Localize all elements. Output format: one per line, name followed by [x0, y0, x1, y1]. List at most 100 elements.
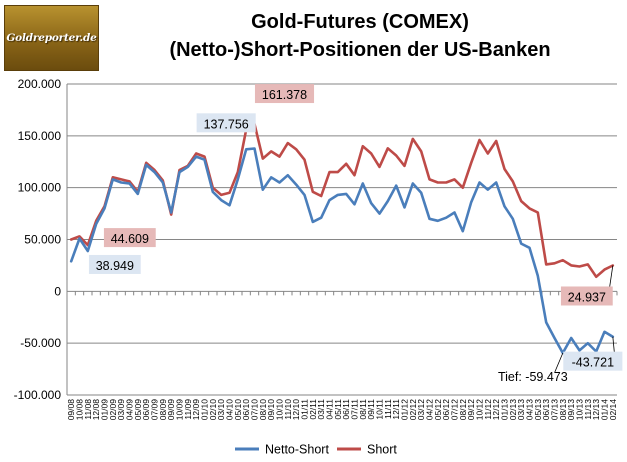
- data-label: 161.378: [254, 84, 315, 104]
- x-tick-label: 08/13: [558, 399, 568, 421]
- x-tick-label: 05/13: [533, 399, 543, 421]
- legend-item-netto-short: Netto-Short: [235, 443, 329, 457]
- data-label-box: [103, 228, 156, 248]
- data-label-box: [196, 113, 256, 133]
- legend-label: Netto-Short: [265, 443, 329, 457]
- x-tick-label: 07/10: [250, 399, 260, 421]
- x-tick-label: 11/12: [483, 399, 493, 420]
- data-label-text: -43.721: [572, 356, 614, 370]
- x-tick-label: 02/12: [408, 399, 418, 421]
- x-tick-label: 07/09: [150, 399, 160, 421]
- x-tick-label: 02/13: [508, 399, 518, 421]
- y-tick-label: 200.000: [18, 77, 62, 91]
- x-tick-label: 04/09: [125, 399, 135, 421]
- x-tick-label: 11/08: [83, 399, 93, 420]
- legend-label: Short: [367, 443, 397, 457]
- series-line-netto-short: [69, 147, 615, 355]
- x-tick-label: 08/12: [458, 399, 468, 421]
- x-tick-label: 04/10: [225, 399, 235, 421]
- x-tick-label: 10/08: [75, 399, 85, 421]
- x-tick-label: 12/11: [391, 399, 401, 420]
- x-tick-label: 07/12: [450, 399, 460, 421]
- data-label-text: Tief: -59.473: [498, 370, 568, 384]
- x-tick-label: 05/09: [133, 399, 143, 421]
- x-tick-label: 04/13: [525, 399, 535, 421]
- x-tick-label: 09/11: [366, 399, 376, 420]
- x-tick-label: 07/11: [350, 399, 360, 420]
- x-tick-label: 06/12: [441, 399, 451, 421]
- x-tick-label: 06/10: [241, 399, 251, 421]
- chart-title: Gold-Futures (COMEX) (Netto-)Short-Posit…: [110, 8, 610, 64]
- data-label-text: 137.756: [204, 117, 249, 131]
- y-tick-label: 100.000: [18, 181, 62, 195]
- x-tick-label: 09/12: [466, 399, 476, 421]
- x-tick-label: 12/12: [491, 399, 501, 421]
- data-label: 24.937: [560, 265, 614, 306]
- logo-text: Goldreporter.de: [6, 32, 97, 44]
- x-tick-label: 09/08: [66, 399, 76, 421]
- y-tick-label: 150.000: [18, 129, 62, 143]
- x-tick-label: 01/13: [500, 399, 510, 421]
- data-label: Tief: -59.473: [498, 352, 568, 384]
- x-tick-label: 09/13: [566, 399, 576, 421]
- legend-item-short: Short: [337, 443, 397, 457]
- x-tick-label: 03/09: [116, 399, 126, 421]
- x-tick-label: 10/09: [175, 399, 185, 421]
- x-tick-label: 12/13: [591, 399, 601, 421]
- x-tick-label: 06/09: [141, 399, 151, 421]
- y-tick-label: -50.000: [20, 336, 61, 350]
- data-label: 38.949: [88, 254, 141, 274]
- x-tick-label: 05/11: [333, 399, 343, 420]
- x-tick-label: 10/12: [475, 399, 485, 421]
- x-tick-label: 01/11: [300, 399, 310, 420]
- data-label-text: 38.949: [96, 259, 134, 273]
- data-label-box: [88, 254, 141, 274]
- x-tick-label: 03/11: [316, 399, 326, 420]
- series-line-short: [69, 122, 615, 279]
- x-tick-label: 01/10: [200, 399, 210, 421]
- x-tick-label: 06/13: [541, 399, 551, 421]
- x-tick-label: 09/09: [166, 399, 176, 421]
- data-label-box: [563, 351, 623, 371]
- x-tick-label: 10/13: [575, 399, 585, 421]
- x-tick-label: 02/11: [308, 399, 318, 420]
- data-label-text: 24.937: [568, 290, 606, 304]
- data-label: 44.609: [103, 228, 156, 248]
- x-tick-label: 07/13: [550, 399, 560, 421]
- x-tick-label: 01/09: [100, 399, 110, 421]
- x-tick-label: 03/10: [216, 399, 226, 421]
- data-label-box: [560, 286, 613, 306]
- x-tick-label: 11/09: [183, 399, 193, 420]
- x-tick-label: 09/10: [266, 399, 276, 421]
- x-tick-label: 11/11: [383, 399, 393, 419]
- x-tick-label: 05/10: [233, 399, 243, 421]
- x-tick-label: 01/14: [600, 399, 610, 421]
- data-label-text: 44.609: [111, 232, 149, 246]
- goldreporter-logo: Goldreporter.de: [4, 5, 99, 71]
- x-tick-label: 08/10: [258, 399, 268, 421]
- chart-title-line-1: Gold-Futures (COMEX): [251, 11, 469, 33]
- y-tick-label: 0: [54, 284, 61, 298]
- x-tick-label: 10/10: [275, 399, 285, 421]
- x-tick-label: 12/09: [191, 399, 201, 421]
- x-tick-label: 03/13: [516, 399, 526, 421]
- chart-title-line-2: (Netto-)Short-Positionen der US-Banken: [169, 39, 551, 61]
- x-tick-label: 04/12: [425, 399, 435, 421]
- x-tick-label: 11/10: [283, 399, 293, 420]
- x-tick-label: 01/12: [400, 399, 410, 421]
- x-tick-label: 10/11: [375, 399, 385, 420]
- x-tick-label: 08/09: [158, 399, 168, 421]
- data-label-box: [254, 84, 315, 104]
- x-tick-label: 05/12: [433, 399, 443, 421]
- data-label-leader: [554, 352, 564, 373]
- x-tick-label: 12/08: [91, 399, 101, 421]
- data-label-text: 161.378: [262, 88, 307, 102]
- data-label: 137.756: [196, 113, 256, 133]
- x-tick-label: 02/10: [208, 399, 218, 421]
- data-label: -43.721: [563, 336, 623, 371]
- x-tick-label: 03/12: [416, 399, 426, 421]
- x-tick-label: 12/10: [291, 399, 301, 421]
- x-tick-label: 08/11: [358, 399, 368, 420]
- y-tick-label: -100.000: [14, 388, 62, 402]
